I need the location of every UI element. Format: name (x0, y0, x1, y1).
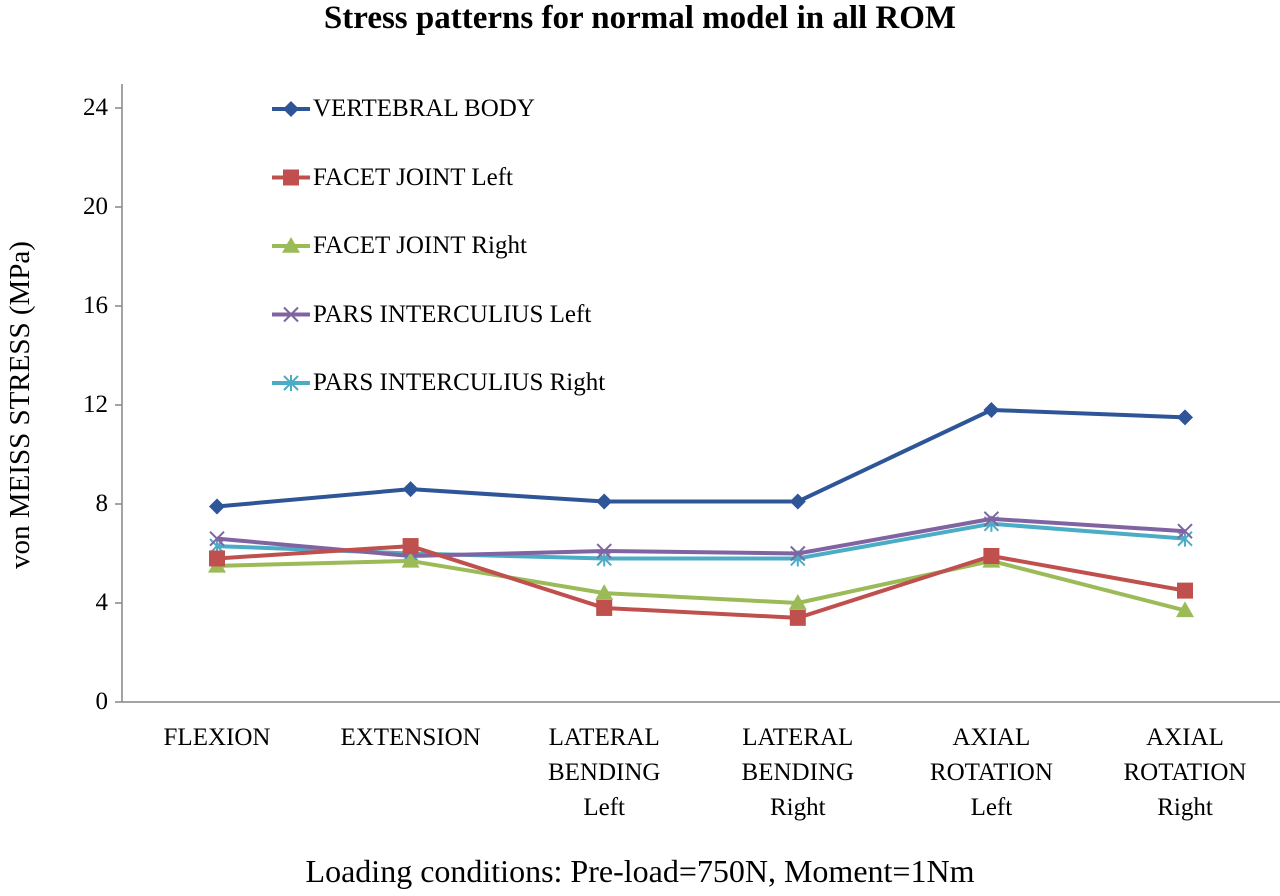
data-point-s3-stroke-b (209, 530, 225, 547)
x-tick-label-line: BENDING (741, 759, 855, 786)
data-point-s3 (790, 545, 806, 562)
data-point-s2 (401, 551, 420, 568)
x-tick-label-line: ROTATION (929, 759, 1053, 786)
x-tick-label: LATERAL BENDING Right (723, 720, 873, 825)
data-point-s2 (1176, 601, 1194, 618)
legend-label: FACET JOINT Right (313, 232, 527, 259)
data-point-s1 (983, 547, 1000, 564)
series-line-2 (216, 558, 1186, 613)
x-tick-label: EXTENSION (336, 720, 486, 755)
data-point-s4 (1177, 530, 1193, 547)
x-tick-label: FLEXION (142, 720, 292, 755)
data-point-s1-shape (983, 547, 1000, 564)
y-tick-label: 20 (83, 193, 108, 220)
x-tick-label-line: Left (583, 794, 625, 821)
data-point-s1 (209, 550, 225, 567)
y-tick-label: 16 (83, 292, 108, 319)
x-tick-label: AXIAL ROTATION Left (916, 720, 1066, 825)
x-tick-label-line: EXTENSION (340, 724, 481, 751)
data-point-s1 (596, 599, 613, 616)
x-tick-label-line: Left (970, 794, 1013, 821)
legend-marker-1 (283, 169, 299, 186)
legend-marker-3 (283, 306, 299, 323)
data-point-s3 (596, 543, 612, 559)
data-point-s3-stroke-b (596, 543, 612, 559)
data-point-s2-shape (401, 551, 420, 568)
data-point-s0 (983, 401, 1000, 418)
legend-marker-2-shape (282, 237, 300, 253)
legend-marker-3-stroke-b (283, 306, 299, 323)
data-point-s0-shape (209, 498, 225, 515)
y-tick-label: 8 (95, 490, 109, 517)
legend-label: VERTEBRAL BODY (313, 95, 535, 122)
data-point-s0-shape (596, 493, 613, 510)
legend-marker-1-shape (283, 169, 299, 186)
legend-marker-0 (283, 101, 299, 117)
data-point-s2 (595, 584, 614, 600)
legend-label: PARS INTERCULIUS Right (313, 369, 606, 396)
series-line-1 (216, 544, 1186, 620)
data-point-s0-shape (789, 493, 806, 510)
data-point-s1 (1177, 582, 1193, 599)
x-tick-label-line: LATERAL (742, 724, 854, 751)
data-point-s1 (402, 538, 419, 555)
y-tick-label: 0 (95, 688, 109, 715)
data-point-s3-stroke-b (1177, 523, 1193, 539)
legend-marker-2 (282, 237, 300, 253)
y-tick-label: 4 (95, 589, 109, 616)
data-point-s1-shape (1177, 582, 1193, 599)
y-tick-label: 24 (83, 94, 108, 121)
x-tick-label-line: BENDING (547, 759, 661, 786)
legend-label: PARS INTERCULIUS Left (313, 300, 592, 328)
data-point-s4 (596, 550, 612, 567)
legend-marker-4 (283, 375, 299, 391)
x-tick-label-line: AXIAL (1146, 724, 1224, 751)
x-tick-label-line: Right (1157, 794, 1213, 821)
data-point-s3-stroke-b (983, 511, 1000, 527)
data-point-s1-shape (209, 550, 225, 567)
data-point-s3 (209, 530, 225, 547)
data-point-s2-shape (788, 594, 807, 610)
data-point-s2 (788, 594, 807, 610)
data-point-s1-shape (789, 609, 806, 626)
series-line-3 (216, 516, 1186, 558)
data-point-s2-shape (1176, 601, 1194, 618)
data-point-s3 (1177, 523, 1193, 539)
y-tick-label: 12 (83, 391, 108, 418)
data-point-s1 (789, 609, 806, 626)
legend-marker-0-shape (283, 101, 299, 117)
x-axis-label: Loading conditions: Pre-load=750N, Momen… (305, 853, 975, 889)
data-point-s0 (596, 493, 613, 510)
x-tick-label-line: FLEXION (163, 724, 271, 751)
data-point-s0-shape (983, 401, 1000, 418)
data-point-s0 (789, 493, 806, 510)
x-tick-label-line: LATERAL (548, 724, 660, 751)
data-point-s0 (402, 481, 419, 498)
x-tick-label: LATERAL BENDING Left (529, 720, 679, 825)
data-point-s3 (983, 511, 1000, 527)
chart-title: Stress patterns for normal model in all … (323, 0, 957, 36)
series-line-0 (216, 407, 1186, 509)
x-tick-label-line: ROTATION (1123, 759, 1247, 786)
x-tick-label: AXIAL ROTATION Right (1110, 720, 1260, 825)
data-point-s3-stroke-b (790, 545, 806, 562)
legend-label: FACET JOINT Left (313, 163, 513, 191)
x-tick-label-line: AXIAL (952, 724, 1031, 751)
data-point-s0-shape (402, 481, 419, 498)
data-point-s1-shape (402, 538, 419, 555)
y-axis-label: von MEISS STRESS (MPa) (4, 241, 36, 569)
data-point-s0 (209, 498, 225, 515)
data-point-s2-shape (595, 584, 614, 600)
x-tick-label-line: Right (770, 794, 826, 821)
data-point-s1-shape (596, 599, 613, 616)
data-point-s0 (1177, 409, 1193, 426)
data-point-s0-shape (1177, 409, 1193, 426)
